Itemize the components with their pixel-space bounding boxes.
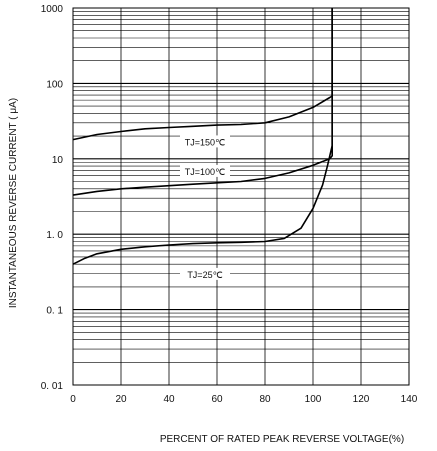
y-tick-label: 0. 01 [41,381,64,392]
series-label: TJ=150℃ [185,137,225,147]
tick-labels: 0 20 40 60 80 100 120 140 0. 01 0. 1 1. 0 10 100 1000 [41,4,418,405]
y-axis-title: INSTANTANEOUS REVERSE CURRENT ( μA) [8,98,19,308]
y-tick-label: 1. 0 [46,230,63,241]
y-tick-label: 0. 1 [46,306,63,317]
series-line [72,8,333,141]
x-tick-label: 100 [305,394,322,405]
y-tick-label: 10 [52,155,64,166]
x-tick-label: 20 [115,394,127,405]
series-label-bg [180,135,230,148]
x-tick-label: 80 [259,394,271,405]
plot-frame [72,7,410,386]
series-label-bg [180,164,230,177]
x-tick-label: 140 [401,394,418,405]
curves [72,8,333,265]
series-line [72,8,333,265]
grid [72,8,410,386]
curve-labels: TJ=150℃ TJ=100℃ TJ=25℃ [180,135,230,280]
x-tick-label: 120 [353,394,370,405]
x-axis-title: PERCENT OF RATED PEAK REVERSE VOLTAGE(%) [160,434,404,445]
x-tick-label: 40 [163,394,175,405]
series-line [72,8,333,196]
series-label-bg [180,267,230,280]
series-label: TJ=100℃ [185,167,225,177]
x-tick-label: 0 [70,394,76,405]
y-tick-label: 1000 [41,4,64,15]
x-tick-label: 60 [211,394,223,405]
series-label: TJ=25℃ [187,270,222,280]
y-tick-label: 100 [46,79,63,90]
